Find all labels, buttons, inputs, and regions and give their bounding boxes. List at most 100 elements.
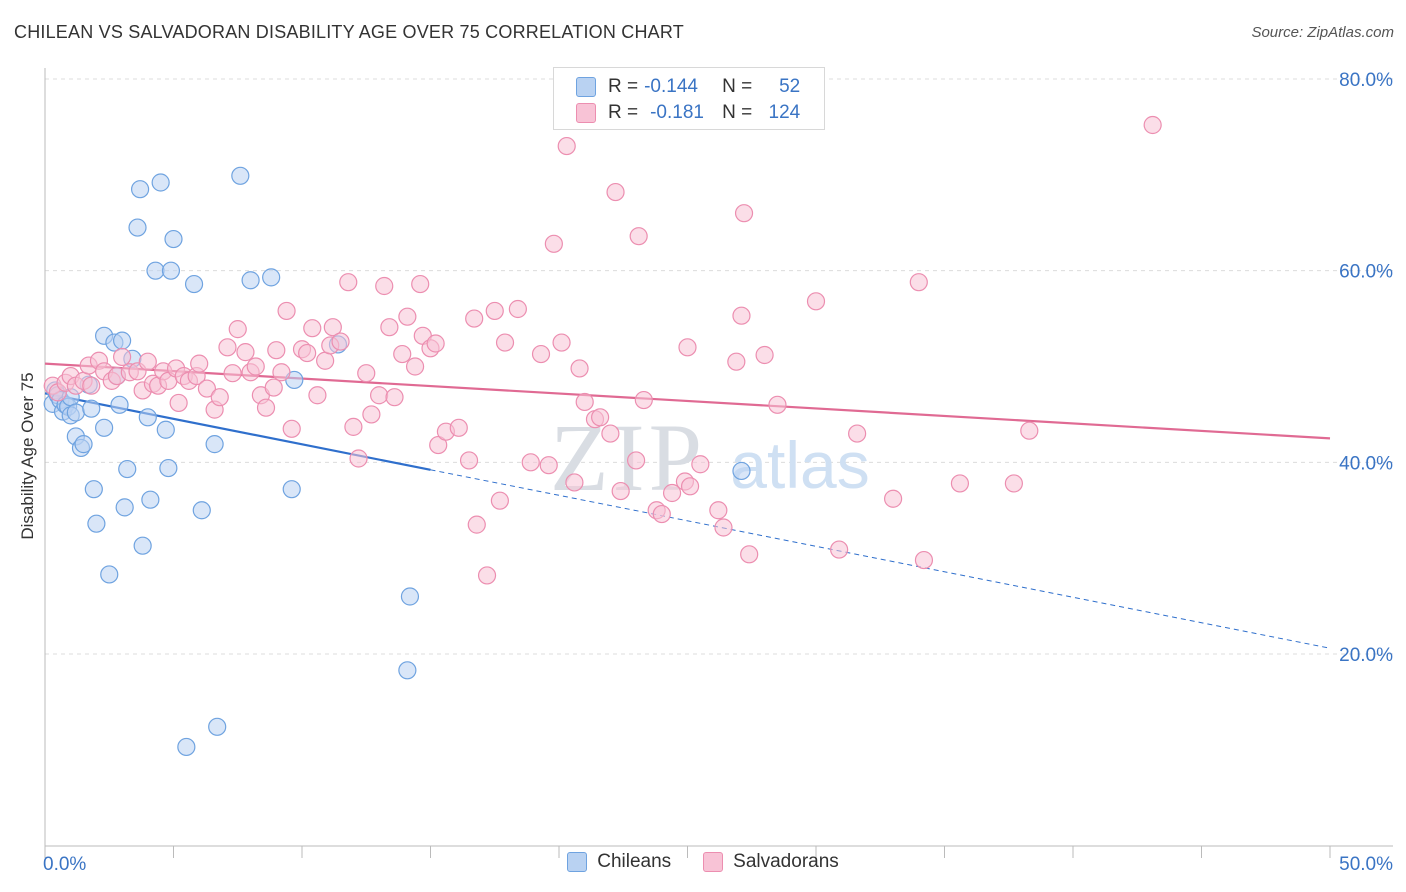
y-tick-label: 20.0% bbox=[1339, 645, 1393, 666]
chilean-point bbox=[151, 173, 170, 192]
salvadoran-trendline bbox=[44, 362, 1331, 440]
chilean-point bbox=[95, 418, 114, 437]
salvadoran-point bbox=[570, 359, 589, 378]
data-points bbox=[43, 115, 1162, 757]
legend-item-chileans[interactable]: Chileans bbox=[567, 851, 671, 873]
chilean-point bbox=[138, 408, 157, 427]
chilean-point bbox=[208, 717, 227, 736]
salvadoran-point bbox=[652, 504, 671, 524]
salvadoran-point bbox=[246, 357, 265, 376]
salvadoran-point bbox=[323, 318, 342, 337]
chileans-swatch bbox=[576, 77, 596, 97]
salvadoran-point bbox=[740, 545, 759, 564]
chilean-point bbox=[184, 274, 204, 294]
salvadoran-point bbox=[331, 332, 350, 351]
salvadoran-point bbox=[272, 363, 291, 382]
salvadoran-point bbox=[565, 473, 584, 492]
salvadoran-point bbox=[678, 338, 697, 357]
legend-item-salvadorans[interactable]: Salvadorans bbox=[703, 851, 839, 873]
chilean-point bbox=[74, 435, 93, 454]
chilean-point bbox=[241, 271, 260, 290]
chilean-point bbox=[118, 459, 137, 479]
salvadoran-point bbox=[477, 566, 497, 585]
chilean-point bbox=[82, 399, 101, 418]
salvadoran-point bbox=[467, 515, 486, 534]
salvadoran-point bbox=[465, 309, 484, 328]
series-legend: Chileans Salvadorans bbox=[0, 851, 1406, 873]
salvadoran-point bbox=[398, 307, 417, 326]
salvadoran-point bbox=[714, 518, 733, 537]
chilean-point bbox=[262, 268, 281, 287]
salvadoran-point bbox=[1143, 115, 1162, 135]
y-tick-label: 40.0% bbox=[1339, 453, 1393, 474]
salvadorans-legend-swatch bbox=[703, 852, 724, 872]
watermark-atlas: atlas bbox=[730, 428, 869, 502]
salvadoran-point bbox=[349, 449, 368, 468]
n-label: N = bbox=[722, 76, 753, 97]
salvadoran-point bbox=[732, 306, 751, 325]
salvadoran-point bbox=[950, 474, 970, 493]
salvadoran-point bbox=[449, 418, 468, 437]
salvadoran-point bbox=[228, 320, 247, 339]
x-tick-label-min: 0.0% bbox=[43, 854, 86, 875]
salvadoran-point bbox=[298, 343, 317, 363]
salvadoran-point bbox=[531, 344, 551, 364]
salvadoran-point bbox=[316, 351, 335, 370]
salvadoran-point bbox=[490, 491, 509, 510]
salvadoran-point bbox=[393, 344, 412, 364]
salvadoran-point bbox=[591, 408, 610, 427]
chilean-point bbox=[732, 461, 751, 481]
salvadoran-point bbox=[385, 388, 404, 407]
salvadoran-point bbox=[575, 392, 594, 412]
salvadoran-point bbox=[544, 234, 563, 253]
salvadoran-point bbox=[680, 477, 700, 496]
salvadoran-point bbox=[362, 405, 381, 424]
chilean-point bbox=[110, 395, 129, 414]
salvadoran-point bbox=[830, 540, 849, 559]
axes bbox=[44, 68, 1393, 858]
salvadoran-point bbox=[629, 227, 648, 246]
chilean-point bbox=[112, 331, 132, 350]
chilean-point bbox=[398, 661, 417, 680]
salvadoran-point bbox=[508, 299, 527, 319]
salvadoran-point bbox=[611, 481, 630, 501]
legend-row-chileans: R = -0.144 N = 52 bbox=[576, 74, 800, 100]
chilean-point bbox=[164, 229, 183, 249]
y-tick-label: 80.0% bbox=[1339, 70, 1393, 91]
r-label: R = bbox=[608, 102, 639, 123]
salvadoran-point bbox=[485, 301, 504, 321]
n-label: N = bbox=[722, 102, 753, 123]
salvadoran-point bbox=[267, 341, 286, 360]
salvadoran-point bbox=[806, 292, 826, 311]
salvadoran-point bbox=[768, 395, 787, 414]
chileans-n-value: 52 bbox=[779, 76, 801, 97]
salvadoran-point bbox=[426, 334, 445, 353]
tick-labels: 20.0% 40.0% 60.0% 80.0% 0.0% 50.0% bbox=[43, 70, 1393, 875]
salvadoran-point bbox=[521, 453, 540, 472]
legend-row-salvadorans: R = -0.181 N = 124 bbox=[576, 100, 800, 126]
chilean-point bbox=[146, 261, 165, 280]
salvadoran-point bbox=[557, 136, 576, 156]
salvadorans-r-value: -0.181 bbox=[650, 102, 704, 123]
r-label: R = bbox=[608, 76, 639, 97]
y-tick-label: 60.0% bbox=[1339, 262, 1393, 283]
salvadoran-point bbox=[909, 273, 928, 292]
salvadoran-point bbox=[344, 417, 363, 436]
salvadoran-point bbox=[277, 301, 296, 321]
salvadoran-point bbox=[691, 455, 710, 474]
salvadoran-point bbox=[606, 182, 625, 202]
chileans-legend-label: Chileans bbox=[597, 851, 672, 872]
salvadoran-point bbox=[734, 204, 754, 223]
salvadoran-point bbox=[138, 352, 157, 371]
chilean-point bbox=[133, 536, 152, 555]
chilean-point bbox=[177, 737, 196, 757]
chilean-trendline-extension bbox=[430, 469, 1331, 649]
salvadoran-point bbox=[1020, 421, 1039, 440]
salvadoran-point bbox=[429, 435, 448, 455]
salvadoran-point bbox=[405, 357, 425, 376]
salvadoran-point bbox=[82, 376, 101, 395]
salvadoran-point bbox=[357, 364, 376, 383]
salvadoran-point bbox=[223, 364, 242, 383]
salvadoran-point bbox=[411, 274, 430, 294]
